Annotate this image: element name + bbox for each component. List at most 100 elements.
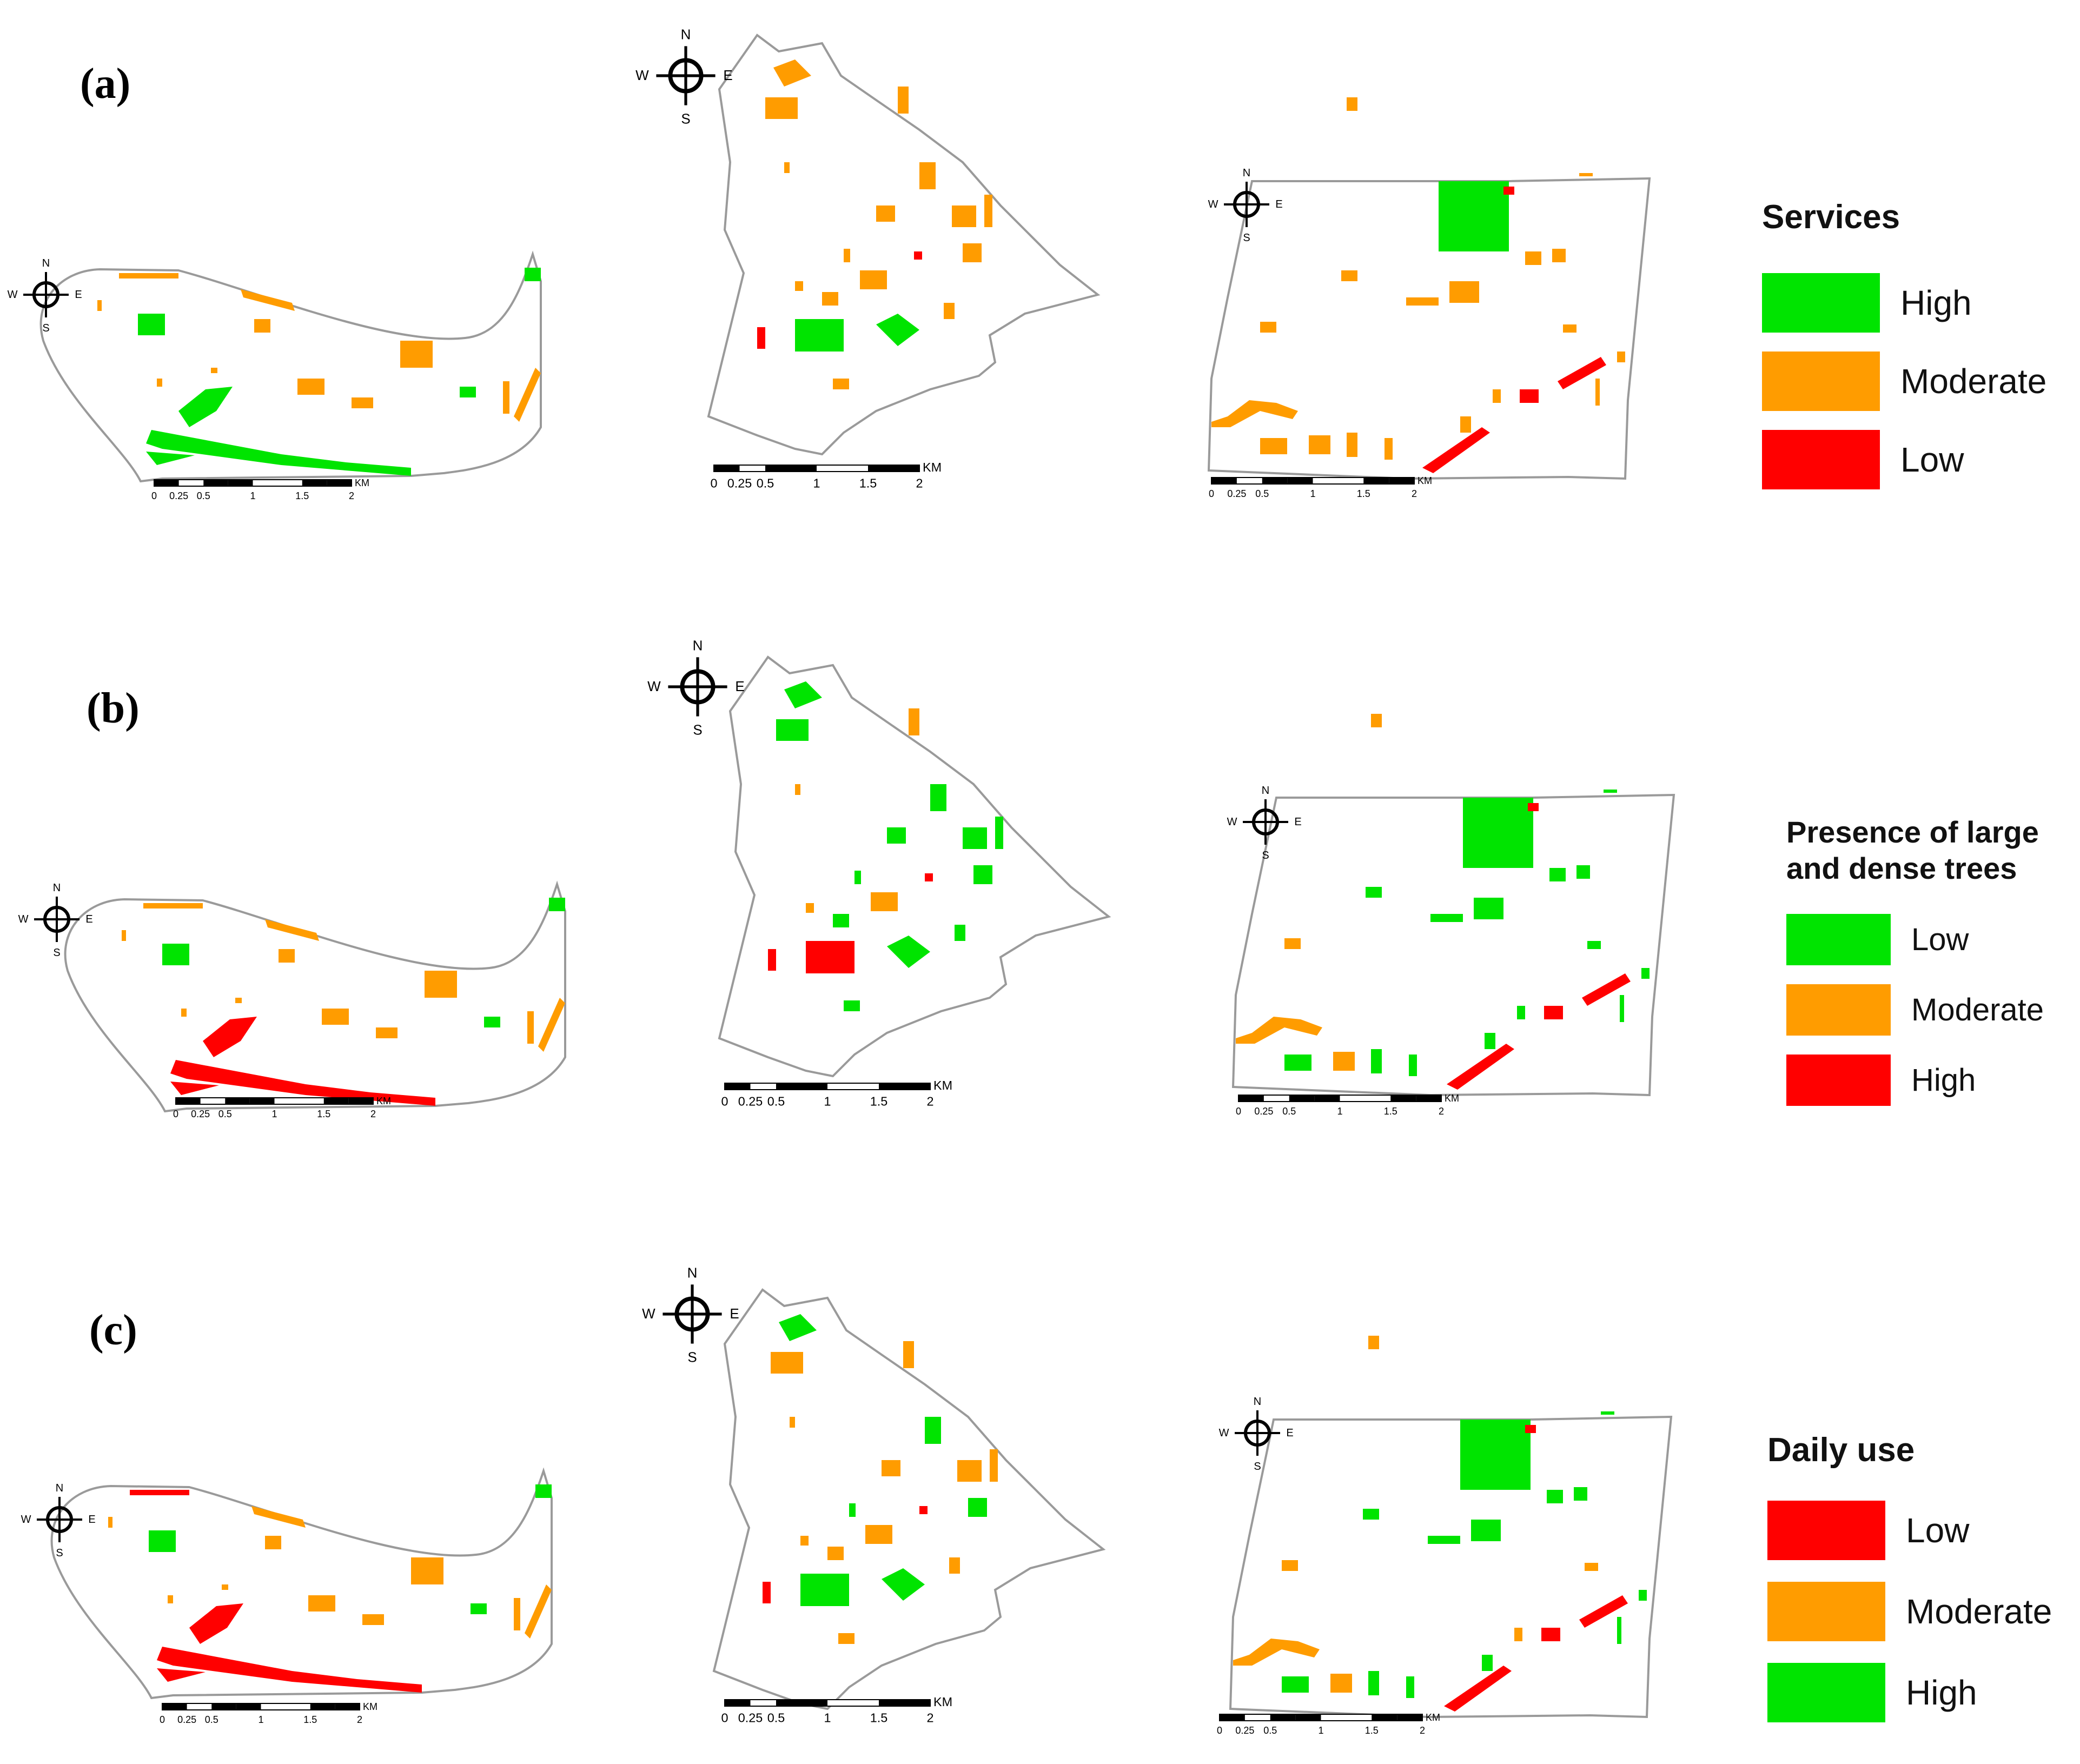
north-arrow-icon: N S E W (1227, 785, 1302, 861)
scale-unit-label: KM (376, 1096, 391, 1106)
compass-label: W (635, 67, 649, 83)
compass-label: W (8, 289, 18, 301)
map-patch (849, 1503, 856, 1517)
map-patch (1474, 898, 1503, 919)
map-patch (538, 998, 565, 1052)
scale-tick-label: 0.25 (1235, 1725, 1254, 1736)
map-patch (1576, 865, 1590, 879)
scale-tick-label: 0.25 (1227, 488, 1246, 499)
compass-label: S (1262, 850, 1269, 861)
map-patch (1541, 1628, 1560, 1641)
map-patch (771, 1352, 803, 1374)
map-patch (925, 1417, 941, 1444)
map-patch (854, 871, 861, 884)
map-patch (525, 268, 541, 281)
map-right-row-1 (1231, 714, 1675, 1097)
scale-bar-segment (249, 1098, 275, 1104)
compass-label: W (1227, 816, 1237, 828)
map-patch (130, 1490, 189, 1495)
legend-label: High (1911, 1063, 1976, 1098)
map-right-row-2 (1229, 1336, 1673, 1719)
scale-tick-label: 2 (1412, 488, 1417, 499)
map-patch (1579, 1595, 1628, 1628)
map-patch (254, 319, 270, 333)
panel-label-c: (c) (89, 1307, 137, 1354)
map-patch (138, 314, 165, 335)
map-patch (795, 281, 803, 291)
map-patch (1444, 1666, 1512, 1712)
map-patch (1330, 1674, 1352, 1693)
map-patch (763, 1582, 771, 1603)
scale-bar-segment (310, 1703, 335, 1710)
map-patch (1485, 1033, 1495, 1049)
scale-tick-label: 1 (250, 490, 255, 501)
scale-bar-segment (176, 1098, 201, 1104)
map-patch (279, 949, 295, 963)
scale-bar-segment (302, 480, 327, 486)
map-patch (1604, 790, 1617, 793)
map-patch (1639, 1590, 1647, 1601)
legend-label: Low (1911, 922, 1969, 957)
compass-label: S (1254, 1461, 1261, 1473)
map-patch (1558, 357, 1606, 389)
scale-bar-segment (1289, 1095, 1315, 1102)
scale-bar: 0 0.25 0.5 1 1.5 2KM (1236, 1093, 1459, 1117)
legend-trees: Presence of large and dense trees Low Mo… (1786, 814, 2073, 1117)
map-mid-row-1 (718, 655, 1111, 1078)
scale-tick-label: 1 (258, 1714, 263, 1725)
map-patch (157, 1668, 206, 1682)
legend-swatch (1762, 273, 1880, 333)
map-patch (949, 1557, 960, 1574)
legend-title: Presence of large and dense trees (1786, 815, 2039, 886)
compass-label: N (693, 637, 703, 653)
north-arrow-icon: N S E W (642, 1264, 739, 1365)
scale-tick-label: 1.5 (295, 490, 309, 501)
scale-bar: 0 0.25 0.5 1 1.5 2KM (710, 460, 942, 490)
map-patch (1482, 1655, 1493, 1671)
map-patch (514, 1598, 520, 1630)
map-patch (930, 784, 946, 811)
compass-label: E (735, 678, 744, 694)
scale-tick-label: 2 (926, 1094, 933, 1108)
scale-tick-label: 1 (824, 1710, 831, 1725)
scale-bar-segment (1295, 1714, 1321, 1721)
map-patch (1574, 1487, 1587, 1501)
map-patch (1549, 868, 1566, 881)
map-patch (795, 784, 800, 795)
scale-bar: 0 0.25 0.5 1 1.5 2KM (151, 478, 369, 501)
legend-swatch (1762, 430, 1880, 489)
map-patch (265, 1536, 281, 1549)
map-patch (995, 817, 1003, 849)
legend-item: High (1786, 1055, 1976, 1106)
map-patch (768, 949, 776, 971)
map-patch (1447, 1044, 1514, 1090)
map-patch (1547, 1490, 1563, 1503)
map-patch (525, 1584, 552, 1639)
compass-label: E (1286, 1427, 1293, 1439)
map-patch (1211, 400, 1298, 427)
map-patch (800, 1574, 849, 1606)
scale-bar-segment (868, 465, 894, 472)
scale-tick-label: 2 (370, 1109, 376, 1119)
scale-bar-segment (1372, 1714, 1397, 1721)
scale-bar-segment (1416, 1095, 1441, 1102)
scale-bar: 0 0.25 0.5 1 1.5 2KM (1217, 1712, 1440, 1736)
map-patch (251, 1506, 306, 1528)
legend-label: High (1906, 1673, 1977, 1712)
map-patch (157, 379, 162, 387)
scale-tick-label: 0 (721, 1710, 728, 1725)
map-patch (1601, 1411, 1614, 1415)
map-patch (1406, 297, 1439, 306)
compass-label: S (687, 1349, 697, 1365)
map-patch (362, 1614, 384, 1625)
scale-bar-segment (879, 1083, 905, 1090)
north-arrow-icon: N S E W (1219, 1396, 1294, 1473)
scale-bar-segment (1262, 478, 1288, 484)
scale-tick-label: 1.5 (1357, 488, 1370, 499)
north-arrow-icon: N S E W (647, 637, 745, 738)
scale-tick-label: 1.5 (870, 1710, 888, 1725)
map-patch (1544, 1006, 1563, 1019)
map-patch (973, 865, 992, 884)
map-patch (1463, 798, 1533, 868)
map-patch (833, 914, 849, 927)
